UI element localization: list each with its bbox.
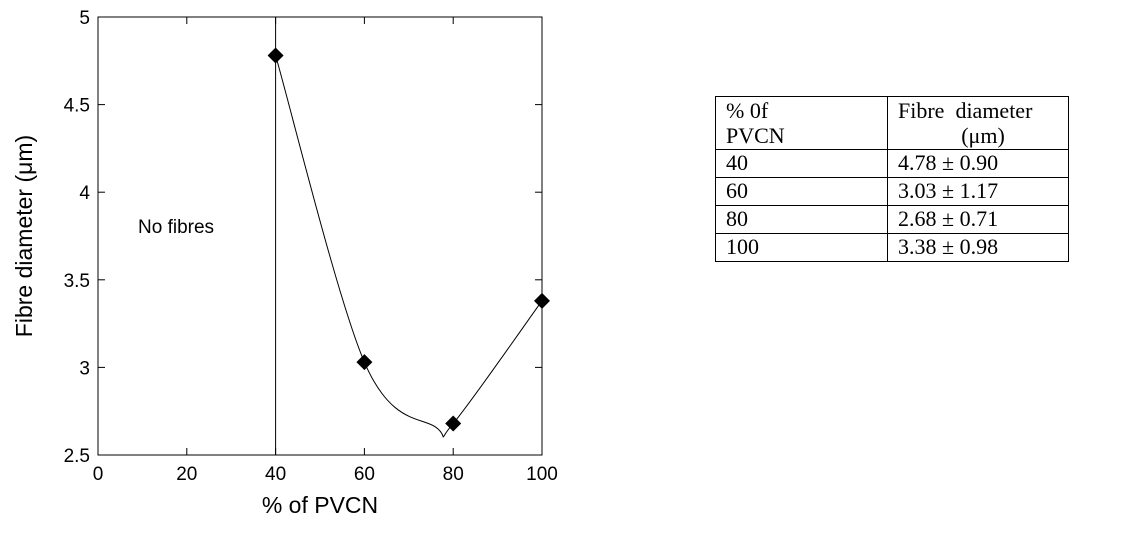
x-tick-label: 100 [526, 464, 558, 485]
data-point-marker [356, 354, 373, 371]
table-row: 40 4.78 ± 0.90 [715, 149, 1069, 178]
x-tick-labels: 0 20 40 60 80 100 [93, 464, 558, 485]
y-tick-label: 2.5 [64, 446, 90, 467]
y-tick-label: 4.5 [64, 96, 90, 117]
data-point-marker [534, 292, 550, 309]
table-cell-pvcn: 60 [715, 177, 888, 206]
header-pvcn: % 0f PVCN [715, 96, 888, 150]
y-tick-label: 3.5 [64, 271, 90, 292]
data-point-marker [445, 415, 462, 432]
x-tick-label: 20 [176, 464, 197, 485]
y-tick-label: 3 [79, 358, 90, 379]
plot-frame [97, 16, 543, 456]
table-cell-pvcn: 80 [715, 205, 888, 234]
header-diameter: Fibre diameter (μm) [887, 96, 1069, 150]
x-tick-label: 40 [265, 464, 286, 485]
header-diameter-unit: (μm) [961, 123, 1005, 148]
fitted-curve [275, 55, 543, 438]
x-tick-label: 80 [443, 464, 464, 485]
table-row: 100 3.38 ± 0.98 [715, 233, 1069, 262]
table-row: 80 2.68 ± 0.71 [715, 205, 1069, 234]
table-cell-diameter: 3.38 ± 0.98 [887, 233, 1069, 262]
y-tick-labels: 2.5 3 3.5 4 4.5 5 [64, 8, 91, 467]
no-fibres-annotation: No fibres [138, 217, 214, 238]
header-diameter-line1: Fibre diameter [898, 98, 1033, 123]
table-cell-diameter: 4.78 ± 0.90 [887, 149, 1069, 178]
y-tick-label: 5 [79, 8, 90, 29]
axis-ticks [97, 16, 543, 456]
data-point-marker [267, 47, 284, 64]
fibre-diameter-chart: 0 20 40 60 80 100 2.5 3 3.5 4 4.5 5 No fibres % of… [11, 8, 558, 518]
table-cell-pvcn: 100 [715, 233, 888, 262]
table-header-row: % 0f PVCN Fibre diameter (μm) [715, 96, 1069, 150]
table-cell-diameter: 3.03 ± 1.17 [887, 177, 1069, 206]
table-cell-diameter: 2.68 ± 0.71 [887, 205, 1069, 234]
data-points [267, 47, 550, 432]
x-tick-label: 60 [354, 464, 375, 485]
x-axis-label: % of PVCN [262, 492, 378, 518]
table-row: 60 3.03 ± 1.17 [715, 177, 1069, 206]
fibre-diameter-table: % 0f PVCN Fibre diameter (μm) 40 4.78 ± … [715, 96, 1069, 262]
header-pvcn-line1: % 0f [726, 98, 769, 123]
table-cell-pvcn: 40 [715, 149, 888, 178]
header-pvcn-line2: PVCN [726, 123, 785, 148]
x-tick-label: 0 [93, 464, 104, 485]
y-axis-label: Fibre diameter (μm) [11, 135, 37, 337]
y-tick-label: 4 [79, 183, 90, 204]
